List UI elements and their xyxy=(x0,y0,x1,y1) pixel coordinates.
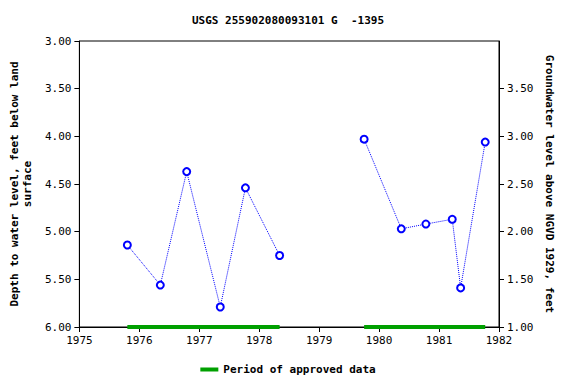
svg-text:2.00: 2.00 xyxy=(507,225,534,238)
svg-text:3.50: 3.50 xyxy=(507,82,534,95)
svg-text:1982: 1982 xyxy=(486,334,513,347)
svg-text:3.50: 3.50 xyxy=(45,82,72,95)
svg-text:2.50: 2.50 xyxy=(507,178,534,191)
svg-text:1975: 1975 xyxy=(66,334,93,347)
svg-text:1981: 1981 xyxy=(426,334,453,347)
svg-text:4.50: 4.50 xyxy=(45,178,72,191)
svg-text:5.50: 5.50 xyxy=(45,273,72,286)
svg-text:Groundwater level above NGVD 1: Groundwater level above NGVD 1929, feet xyxy=(543,55,556,313)
svg-text:1.50: 1.50 xyxy=(507,273,534,286)
svg-text:3.00: 3.00 xyxy=(45,35,72,48)
svg-text:USGS 255902080093101 G -1395: USGS 255902080093101 G -1395 xyxy=(192,14,384,27)
svg-text:1.00: 1.00 xyxy=(507,321,534,334)
svg-text:1979: 1979 xyxy=(306,334,333,347)
svg-text:Period of approved data: Period of approved data xyxy=(223,363,375,376)
svg-text:1977: 1977 xyxy=(186,334,213,347)
svg-text:Depth to water level, feet bel: Depth to water level, feet below land xyxy=(8,61,21,306)
svg-text:4.00: 4.00 xyxy=(45,130,72,143)
svg-text:surface: surface xyxy=(21,160,34,207)
svg-text:1976: 1976 xyxy=(126,334,153,347)
svg-text:3.00: 3.00 xyxy=(507,130,534,143)
svg-text:5.00: 5.00 xyxy=(45,225,72,238)
svg-text:1978: 1978 xyxy=(246,334,273,347)
svg-text:1980: 1980 xyxy=(366,334,393,347)
svg-text:6.00: 6.00 xyxy=(45,321,72,334)
